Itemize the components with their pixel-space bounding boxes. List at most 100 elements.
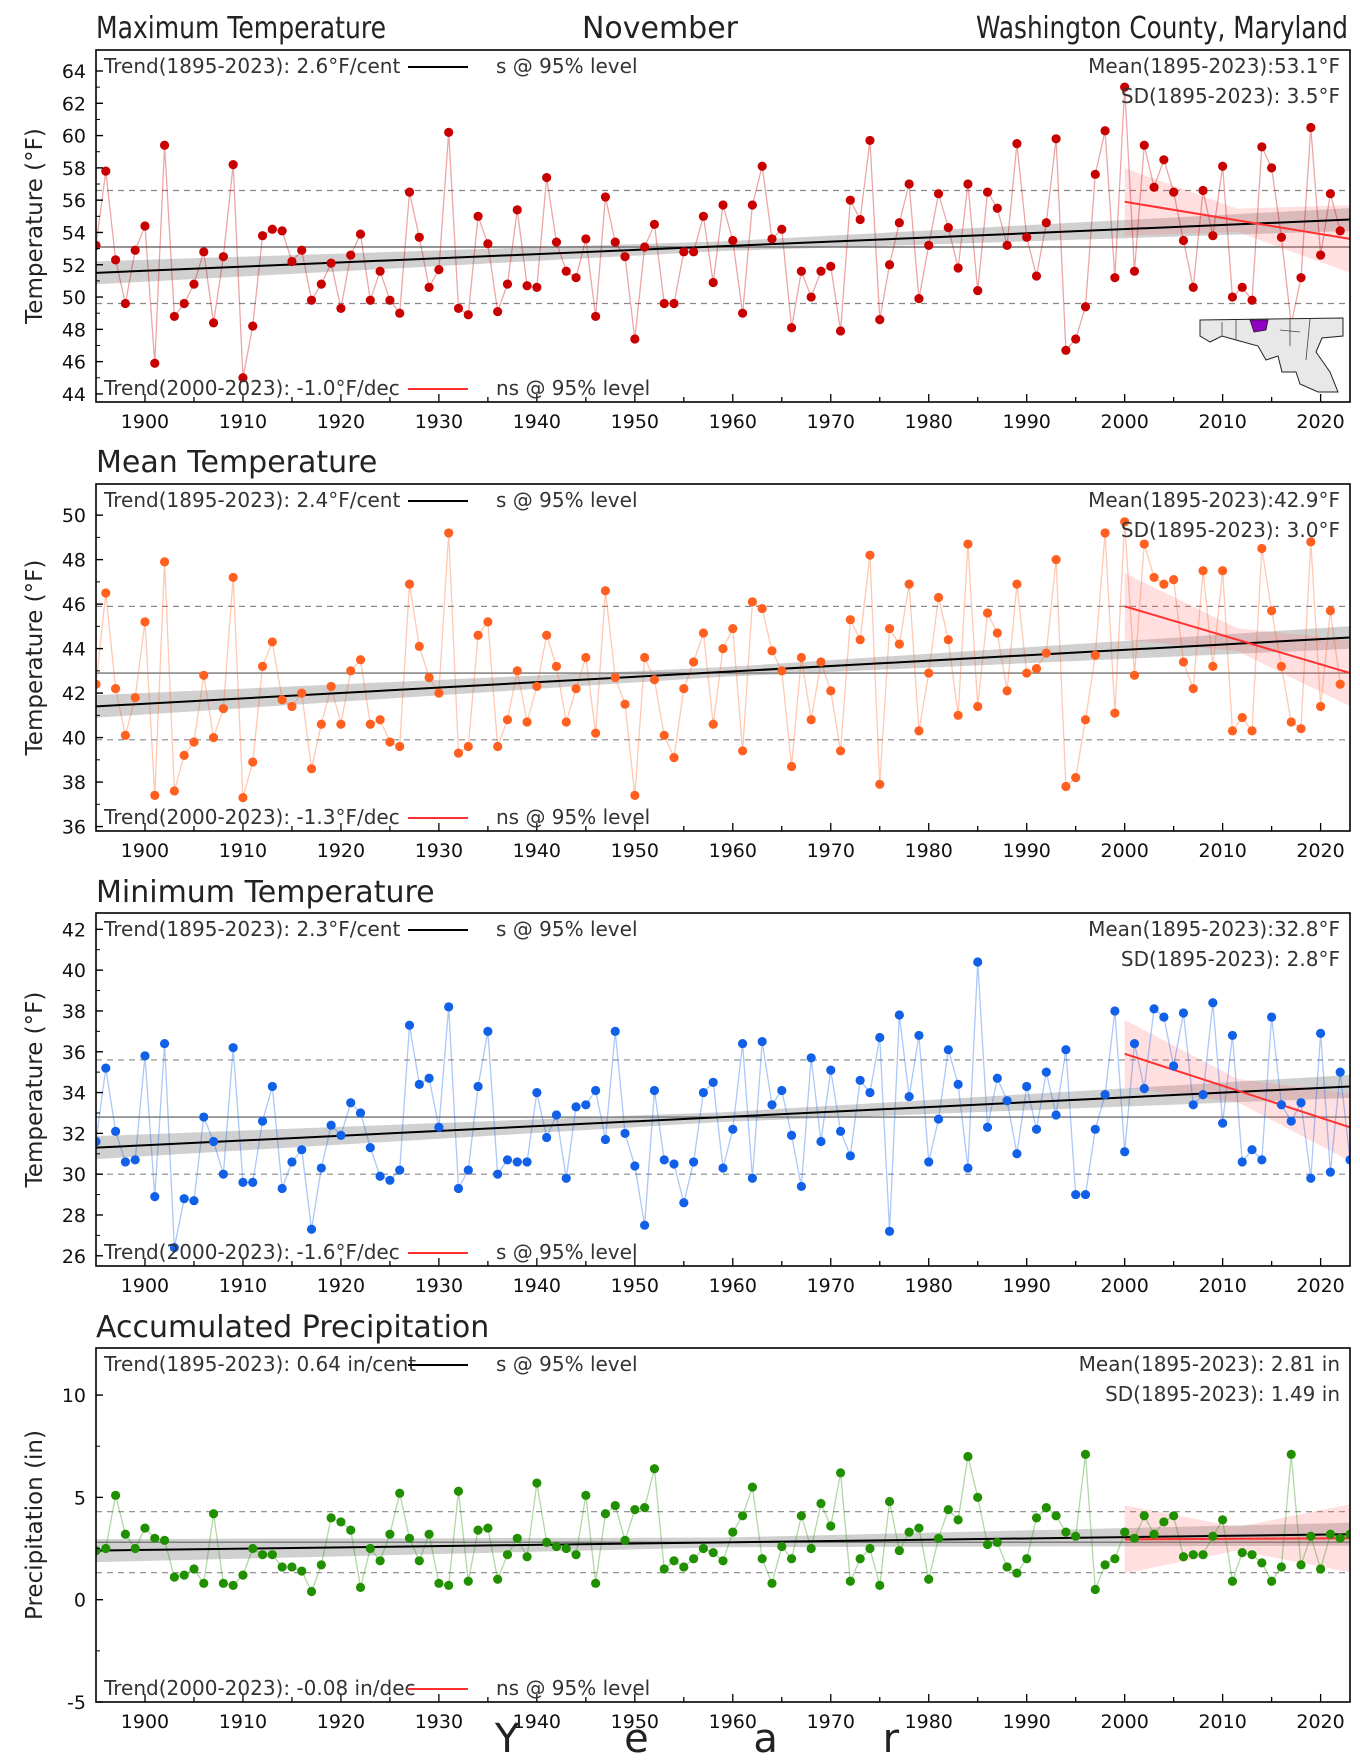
data-point bbox=[1267, 1576, 1277, 1586]
data-point bbox=[140, 1051, 150, 1061]
data-point bbox=[708, 277, 718, 288]
data-point bbox=[140, 1523, 150, 1533]
data-point bbox=[600, 1509, 611, 1519]
data-point bbox=[718, 1163, 728, 1173]
data-point bbox=[1120, 82, 1130, 92]
sd-label: SD(1895-2023): 2.8°F bbox=[1121, 947, 1340, 971]
x-tick-label: 2000 bbox=[1100, 411, 1148, 433]
data-point bbox=[1100, 528, 1110, 538]
data-point bbox=[1159, 579, 1169, 589]
x-tick-label: 1910 bbox=[219, 1275, 267, 1297]
mean-label: Mean(1895-2023):53.1°F bbox=[1088, 54, 1340, 78]
data-point bbox=[835, 1468, 846, 1478]
data-point bbox=[806, 1053, 816, 1063]
data-point bbox=[110, 255, 121, 265]
data-point bbox=[277, 1562, 287, 1572]
data-point bbox=[101, 588, 111, 598]
x-tick-label: 2010 bbox=[1198, 840, 1246, 862]
data-point bbox=[1247, 295, 1257, 305]
data-point bbox=[120, 730, 130, 740]
data-point bbox=[336, 303, 346, 313]
data-point bbox=[992, 628, 1002, 638]
data-point bbox=[581, 652, 591, 663]
data-point bbox=[1100, 1560, 1110, 1570]
x-tick-label: 1920 bbox=[317, 411, 365, 433]
sd-label: SD(1895-2023): 3.0°F bbox=[1121, 518, 1340, 542]
data-point bbox=[1149, 572, 1159, 583]
data-point bbox=[982, 187, 993, 197]
data-point bbox=[1237, 1157, 1247, 1167]
data-point bbox=[914, 1030, 924, 1041]
x-tick-label: 1920 bbox=[317, 840, 365, 862]
data-point bbox=[630, 790, 640, 801]
y-tick-label: 0 bbox=[74, 1590, 86, 1612]
data-point bbox=[110, 1126, 121, 1136]
data-point bbox=[551, 1110, 562, 1120]
trend-recent-sig: s @ 95% level bbox=[496, 1240, 638, 1264]
data-point bbox=[1149, 1529, 1159, 1539]
data-point bbox=[395, 1488, 405, 1498]
data-point bbox=[737, 1038, 748, 1049]
data-point bbox=[1159, 1012, 1169, 1022]
data-point bbox=[1080, 302, 1091, 312]
data-point bbox=[512, 1533, 522, 1543]
data-point bbox=[463, 741, 473, 752]
data-point bbox=[953, 710, 963, 720]
data-point bbox=[767, 646, 777, 656]
data-point bbox=[287, 1157, 297, 1167]
y-tick-label: 52 bbox=[62, 255, 86, 277]
data-point bbox=[806, 1543, 816, 1554]
data-point bbox=[316, 279, 326, 289]
y-tick-label: 36 bbox=[62, 817, 86, 839]
chart-panel-max: 44 46 48 50 52 54 56 58 60 62 64 1900 1910 1920 1930 19… bbox=[22, 49, 1351, 433]
data-point bbox=[532, 681, 542, 692]
x-tick-label: 1900 bbox=[121, 1275, 169, 1297]
data-point bbox=[208, 1509, 219, 1519]
data-point bbox=[493, 1574, 503, 1584]
data-point bbox=[1120, 1527, 1130, 1537]
data-point bbox=[1129, 266, 1140, 276]
data-point bbox=[1257, 1155, 1267, 1165]
y-axis-label: Temperature (°F) bbox=[22, 992, 48, 1189]
data-point bbox=[169, 311, 179, 322]
data-point bbox=[1208, 661, 1218, 671]
data-point bbox=[130, 692, 140, 703]
trend-recent-sig: ns @ 95% level bbox=[496, 1676, 650, 1700]
data-point bbox=[257, 661, 268, 671]
data-point bbox=[669, 1159, 679, 1169]
data-point bbox=[620, 1128, 630, 1138]
data-point bbox=[1061, 345, 1071, 355]
data-point bbox=[806, 292, 816, 302]
data-point bbox=[806, 715, 816, 725]
data-point bbox=[228, 1580, 238, 1590]
data-point bbox=[1178, 1008, 1189, 1018]
data-point bbox=[493, 306, 503, 317]
data-point bbox=[963, 1451, 973, 1462]
trend-recent-line bbox=[1124, 200, 1350, 240]
data-point bbox=[1129, 1533, 1140, 1543]
y-tick-label: 48 bbox=[62, 550, 86, 572]
data-point bbox=[208, 1136, 219, 1147]
data-point bbox=[786, 323, 797, 333]
data-point bbox=[865, 550, 875, 560]
data-point bbox=[1110, 1554, 1120, 1564]
data-point bbox=[777, 224, 787, 234]
data-point bbox=[1012, 1149, 1022, 1159]
data-point bbox=[875, 779, 885, 789]
data-point bbox=[444, 1580, 454, 1590]
data-point bbox=[248, 1543, 258, 1554]
data-point bbox=[395, 1165, 405, 1175]
data-point bbox=[757, 603, 767, 614]
data-point bbox=[884, 260, 895, 270]
data-point bbox=[424, 672, 434, 683]
data-point bbox=[1071, 773, 1081, 783]
data-point bbox=[826, 686, 836, 696]
data-point bbox=[473, 1525, 483, 1535]
data-point bbox=[1100, 126, 1110, 136]
trend-recent-sig: ns @ 95% level bbox=[496, 805, 650, 829]
data-point bbox=[297, 688, 307, 698]
panel-title: Mean Temperature bbox=[96, 445, 377, 480]
data-point bbox=[257, 1116, 268, 1126]
trend-long-sig: s @ 95% level bbox=[496, 917, 638, 941]
data-point bbox=[228, 160, 238, 170]
